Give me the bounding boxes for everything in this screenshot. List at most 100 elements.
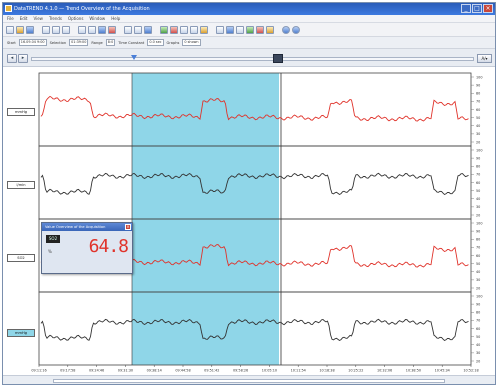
axis-tick-label: 20 <box>476 359 480 363</box>
marker-icon[interactable] <box>108 25 116 34</box>
open-icon[interactable] <box>16 25 24 34</box>
axis-tick-label: 80 <box>476 92 480 96</box>
settings-icon[interactable] <box>282 25 290 34</box>
axis-tick-label: 90 <box>476 302 480 306</box>
trend-down-icon[interactable] <box>170 25 178 34</box>
axis-tick-label: 50 <box>476 335 480 339</box>
channel-label-4[interactable]: mmHg <box>7 329 35 337</box>
layout-icon[interactable] <box>226 25 234 34</box>
graphs-field[interactable]: 0 shown <box>182 39 201 46</box>
menu-view[interactable]: View <box>33 16 43 21</box>
list-icon[interactable] <box>62 25 70 34</box>
window-title: DataTREND 4.1.0 — Trend Overview of the … <box>14 6 150 12</box>
popup-close-button[interactable]: × <box>125 224 131 230</box>
time-label: 10:32:06 <box>377 369 392 373</box>
range-field[interactable]: 8:0 <box>105 39 116 46</box>
table-icon[interactable] <box>124 25 132 34</box>
axis-tick-label: 80 <box>476 311 480 315</box>
maximize-button[interactable]: □ <box>472 4 482 13</box>
value-popup[interactable]: Value Overview of the Acquisition × SO2 … <box>41 222 133 274</box>
print-icon[interactable] <box>42 25 50 34</box>
save-icon[interactable] <box>26 25 34 34</box>
help-icon[interactable] <box>292 25 300 34</box>
axis-tick-label: 90 <box>476 229 480 233</box>
popup-unit: % <box>48 249 52 254</box>
menu-help[interactable]: Help <box>111 16 121 21</box>
menu-edit[interactable]: Edit <box>19 16 28 21</box>
trend-trace-1 <box>40 95 469 122</box>
axis-tick-label: 80 <box>476 165 480 169</box>
start-field[interactable]: 16.09.04 9:00 <box>18 39 47 46</box>
axis-icon[interactable] <box>190 25 198 34</box>
axis-tick-label: 100 <box>476 294 482 298</box>
time-scrollbar[interactable] <box>31 57 474 61</box>
axis-tick-label: 60 <box>476 327 480 331</box>
time-label: 09:17:58 <box>60 369 75 373</box>
report-icon[interactable] <box>266 25 274 34</box>
time-label: 09:44:58 <box>175 369 190 373</box>
alarm-icon[interactable] <box>256 25 264 34</box>
axis-tick-label: 60 <box>476 181 480 185</box>
copy-icon[interactable] <box>78 25 86 34</box>
menu-options[interactable]: Options <box>67 16 84 21</box>
axis-tick-label: 30 <box>476 205 480 209</box>
refresh-icon[interactable] <box>200 25 208 34</box>
axis-tick-label: 60 <box>476 254 480 258</box>
time-label: 10:18:38 <box>319 369 334 373</box>
zoom-icon[interactable] <box>98 25 106 34</box>
axis-tick-label: 40 <box>476 124 480 128</box>
graphs-label: Graphs <box>166 40 180 45</box>
time-constant-field[interactable]: 0.0 sec <box>147 39 164 46</box>
close-button[interactable]: × <box>483 4 493 13</box>
channel-label-3[interactable]: SO2 <box>7 254 35 262</box>
axis-tick-label: 20 <box>476 140 480 144</box>
time-label: 09:24:46 <box>89 369 104 373</box>
menu-bar: File Edit View Trends Options Window Hel… <box>3 15 495 23</box>
trend-up-icon[interactable] <box>160 25 168 34</box>
time-constant-label: Time Constant <box>118 40 145 45</box>
trend-trace-4 <box>40 318 469 342</box>
window-icon[interactable] <box>216 25 224 34</box>
chart-icon[interactable] <box>144 25 152 34</box>
scroll-thumb[interactable] <box>273 54 283 63</box>
axis-tick-label: 50 <box>476 262 480 266</box>
menu-trends[interactable]: Trends <box>48 16 62 21</box>
navigation-bar: ◂ ▸ A/▾ <box>3 49 495 67</box>
channel-label-2[interactable]: l/min <box>7 181 35 189</box>
horizontal-scrollbar[interactable] <box>53 379 445 383</box>
range-label: Range <box>91 40 103 45</box>
axis-tick-label: 50 <box>476 116 480 120</box>
time-label: 09:11:16 <box>31 369 46 373</box>
time-label: 10:38:50 <box>406 369 421 373</box>
selection-field[interactable]: 01:39:00 <box>69 39 89 46</box>
time-label: 10:05:10 <box>262 369 277 373</box>
export-chart-icon[interactable] <box>246 25 254 34</box>
cursor-icon[interactable] <box>88 25 96 34</box>
channel-label-1[interactable]: mmHg <box>7 108 35 116</box>
new-icon[interactable] <box>6 25 14 34</box>
trend-area[interactable]: 100 90 80 70 60 50 40 30 20 100 90 80 70 60 50 40 30 20 10… <box>3 67 495 375</box>
axis-tick-label: 40 <box>476 343 480 347</box>
menu-window[interactable]: Window <box>89 16 106 21</box>
zoom-dropdown[interactable]: A/▾ <box>477 54 492 63</box>
axis-tick-label: 60 <box>476 108 480 112</box>
axis-tick-label: 70 <box>476 173 480 177</box>
filter-icon[interactable] <box>236 25 244 34</box>
axis-tick-label: 30 <box>476 278 480 282</box>
time-label: 10:45:34 <box>435 369 450 373</box>
parameters-bar: Start 16.09.04 9:00 Selection 01:39:00 R… <box>3 37 495 49</box>
position-marker-icon[interactable] <box>131 55 137 60</box>
scale-icon[interactable] <box>180 25 188 34</box>
axis-tick-label: 40 <box>476 197 480 201</box>
start-label: Start <box>7 40 16 45</box>
export-icon[interactable] <box>134 25 142 34</box>
axis-tick-label: 70 <box>476 319 480 323</box>
grid-icon[interactable] <box>52 25 60 34</box>
axis-tick-label: 20 <box>476 213 480 217</box>
popup-parameter-tag: SO2 <box>46 235 60 243</box>
menu-file[interactable]: File <box>7 16 14 21</box>
next-button[interactable]: ▸ <box>18 54 28 63</box>
previous-button[interactable]: ◂ <box>7 54 17 63</box>
minimize-button[interactable]: _ <box>461 4 471 13</box>
